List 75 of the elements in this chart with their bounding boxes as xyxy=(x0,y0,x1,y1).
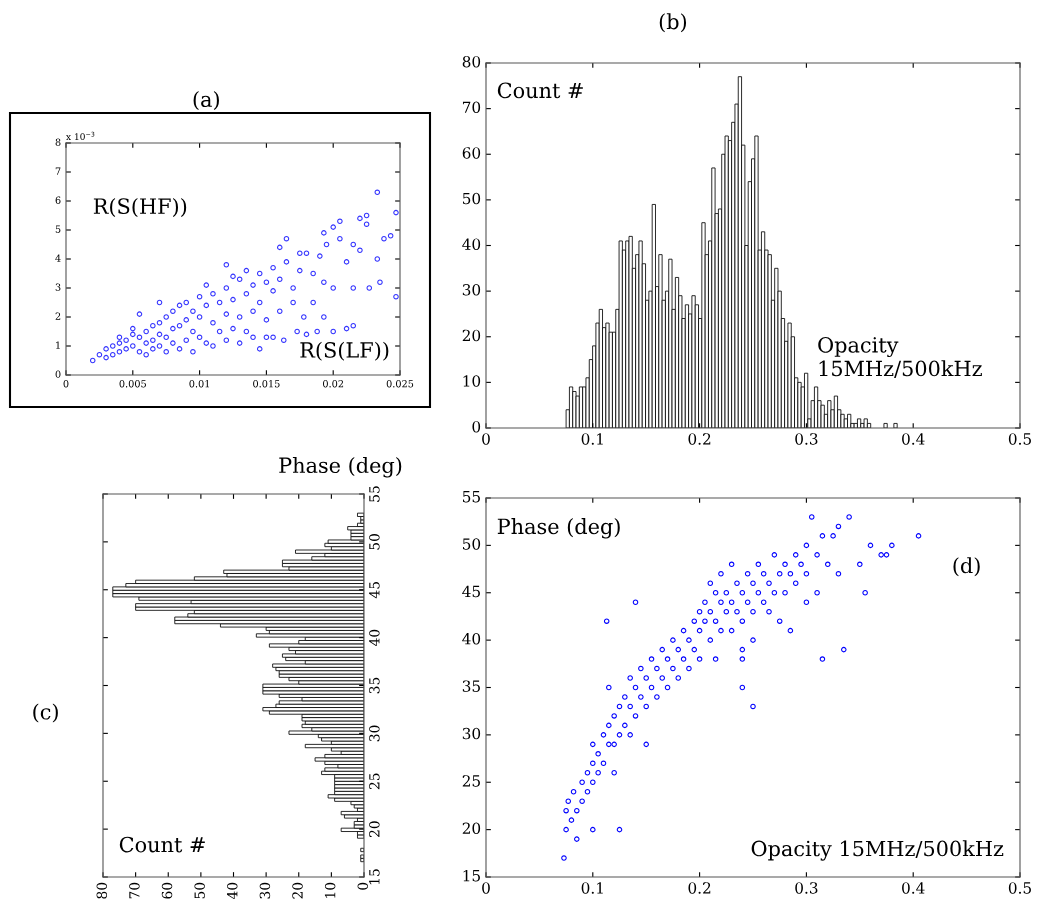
y-tick-label: 50 xyxy=(369,533,380,550)
x-tick-label: 50 xyxy=(194,882,205,899)
x-axis-title: Opacity 15MHz/500kHz xyxy=(818,336,982,378)
y-tick-label: 20 xyxy=(369,821,380,838)
y-axis-title: Count # xyxy=(497,82,583,99)
x-tick-label: 20 xyxy=(292,882,303,899)
y-tick-label: 40 xyxy=(369,629,380,647)
chart-title: (a) xyxy=(193,91,219,111)
x-tick-label: 0.3 xyxy=(795,882,818,894)
y-tick-label: 1 xyxy=(56,341,60,349)
y-tick-label: 20 xyxy=(462,822,481,835)
x-tick-label: 70 xyxy=(129,882,140,899)
y-tick-label: 20 xyxy=(462,329,481,342)
x-tick-label: 0.4 xyxy=(902,433,925,445)
y-tick-label: 8 xyxy=(55,138,61,146)
x-axis-title: Count # xyxy=(119,836,205,853)
y-tick-label: 60 xyxy=(462,147,481,159)
x-tick-label: 0.3 xyxy=(795,433,818,445)
x-tick-label: 10 xyxy=(324,882,336,898)
y-tick-label: 50 xyxy=(463,192,481,205)
x-tick-label: 0.025 xyxy=(386,380,414,388)
y-tick-label: 7 xyxy=(55,167,61,175)
y-axis-title: Phase (deg) xyxy=(279,456,402,478)
y-tick-label: 0 xyxy=(55,370,61,378)
y-tick-label: 55 xyxy=(463,491,480,503)
y-tick-label: 30 xyxy=(462,727,481,740)
x-tick-label: 80 xyxy=(96,882,108,899)
y-tick-label: 0 xyxy=(472,420,481,433)
y-tick-label: 4 xyxy=(55,254,61,262)
y-tick-label: 55 xyxy=(369,486,380,502)
x-tick-label: 0.1 xyxy=(581,882,603,894)
y-tick-label: 45 xyxy=(462,585,480,598)
x-tick-label: 0.2 xyxy=(688,433,711,445)
y-tick-label: 2 xyxy=(55,312,61,320)
x-tick-label: 0.1 xyxy=(581,433,603,445)
x-tick-label: 0 xyxy=(482,433,490,445)
x-tick-label: 0.01 xyxy=(189,380,210,388)
y-tick-label: 15 xyxy=(463,869,480,882)
y-tick-label: 5 xyxy=(55,225,61,233)
y-tick-label: 50 xyxy=(463,538,481,550)
x-axis-title: R(S(LF)) xyxy=(300,341,389,361)
x-tick-label: 0.02 xyxy=(323,380,344,388)
y-tick-label: 45 xyxy=(369,581,380,599)
text: (d) xyxy=(953,557,980,577)
y-tick-label: 6 xyxy=(55,196,61,204)
x-tick-label: 0.2 xyxy=(688,882,711,894)
y-tick-label: 15 xyxy=(369,869,380,885)
y-tick-label: 70 xyxy=(462,101,481,114)
text: (c) xyxy=(33,703,58,723)
x-tick-label: 0.5 xyxy=(1008,882,1031,894)
x-tick-label: 0.5 xyxy=(1008,433,1031,445)
y-tick-label: 40 xyxy=(462,633,481,645)
y-tick-label: 25 xyxy=(462,775,480,787)
x-tick-label: 0.015 xyxy=(253,380,280,388)
y-tick-label: 80 xyxy=(462,55,481,68)
x-tick-label: 0.005 xyxy=(119,380,146,388)
x-tick-label: 30 xyxy=(259,882,271,899)
y-tick-label: 30 xyxy=(369,725,380,742)
x-tick-label: 0 xyxy=(63,380,69,388)
y-axis-title: R(S(HF)) xyxy=(93,197,187,217)
y-tick-label: 30 xyxy=(462,284,481,296)
x-axis-title: Opacity 15MHz/500kHz xyxy=(751,840,1004,861)
y-tick-label: 35 xyxy=(369,677,380,694)
x-tick-label: 0 xyxy=(357,882,369,890)
y-tick-label: 25 xyxy=(369,773,380,790)
y-tick-label: 35 xyxy=(462,680,480,692)
x-tick-label: 0.4 xyxy=(902,882,925,894)
chart-title: (b) xyxy=(659,13,687,33)
text: x 10$^{−3}$ xyxy=(66,131,95,141)
x-tick-label: 40 xyxy=(227,882,238,900)
y-tick-label: 3 xyxy=(55,283,61,291)
y-axis-title: Phase (deg) xyxy=(497,518,620,539)
y-tick-label: 40 xyxy=(462,238,481,250)
x-tick-label: 0 xyxy=(482,882,490,894)
x-tick-label: 60 xyxy=(161,882,173,899)
